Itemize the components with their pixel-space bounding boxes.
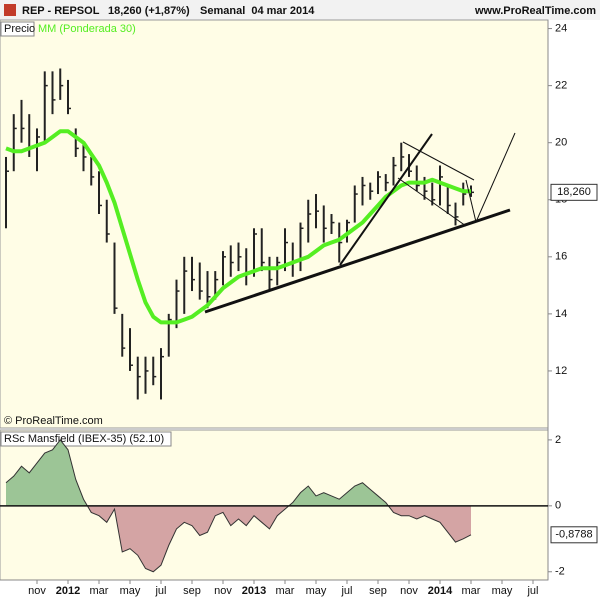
y-tick-label: 20 [555,137,567,149]
support-line [204,208,511,314]
last-price-box [550,183,598,201]
x-tick-label: mar [462,585,481,597]
price-change: 18,260 (+1,87%) [108,5,190,17]
indicator-title-box [0,431,172,447]
x-tick-label: mar [90,585,109,597]
projection-line [465,179,477,223]
x-tick-label: may [120,585,141,597]
x-tick-label: sep [369,585,387,597]
moving-average [5,129,471,325]
y-tick-label: -2 [555,566,565,578]
source: www.ProRealTime.com [474,5,596,17]
price-panel [0,19,549,429]
x-tick-label: mar [276,585,295,597]
last-indicator-label: -0,8788 [555,529,592,541]
period: Semanal 04 mar 2014 [200,5,315,17]
y-tick-label: 24 [555,22,567,34]
header-icon [4,4,16,16]
y-tick-label: 12 [555,365,567,377]
legend-ma: MM (Ponderada 30) [38,23,136,35]
y-tick-label: 22 [555,80,567,92]
y-tick-label: 0 [555,500,561,512]
indicator-line [5,439,472,573]
last-indicator-box [550,526,598,544]
channel-line [397,177,467,227]
x-tick-label: 2013 [242,585,266,597]
x-tick-label: jul [526,585,538,597]
x-tick-label: jul [340,585,352,597]
y-tick-label: 2 [555,434,561,446]
trend-line [339,133,433,266]
legend-price: Precio [4,23,35,35]
x-tick-label: 2014 [428,585,453,597]
watermark: © ProRealTime.com [4,415,103,427]
x-tick-label: nov [28,585,46,597]
trend-lines [204,132,516,314]
indicator-area-positive [6,439,471,506]
legend-box [0,21,35,37]
y-tick-label: 14 [555,308,567,320]
x-tick-label: sep [183,585,201,597]
header-bar [0,0,600,20]
x-tick-label: 2012 [56,585,80,597]
x-tick-label: may [306,585,327,597]
indicator-title: RSc Mansfield (IBEX-35) (52.10) [4,433,164,445]
x-tick-label: jul [154,585,166,597]
x-tick-label: nov [400,585,418,597]
marks [5,68,474,573]
symbol: REP - REPSOL [22,5,100,17]
projection-line [475,132,516,223]
x-tick-label: may [492,585,513,597]
y-tick-label: 16 [555,251,567,263]
last-price-label: 18,260 [557,186,591,198]
x-tick-label: nov [214,585,232,597]
channel-line [402,141,475,181]
